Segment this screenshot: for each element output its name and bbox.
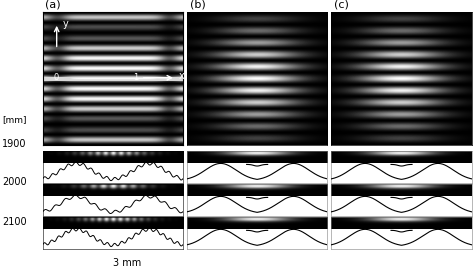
Text: (b): (b)	[190, 0, 206, 10]
Text: 2000: 2000	[2, 177, 27, 187]
Text: 1: 1	[133, 73, 138, 82]
Text: 0: 0	[54, 73, 59, 82]
Text: 1900: 1900	[2, 139, 27, 149]
Text: 3 mm: 3 mm	[113, 258, 141, 268]
Text: 2100: 2100	[2, 217, 27, 227]
Text: (c): (c)	[334, 0, 349, 10]
Text: x: x	[179, 71, 184, 81]
Text: [mm]: [mm]	[2, 115, 27, 124]
Text: (a): (a)	[46, 0, 61, 10]
Text: y: y	[62, 19, 68, 29]
